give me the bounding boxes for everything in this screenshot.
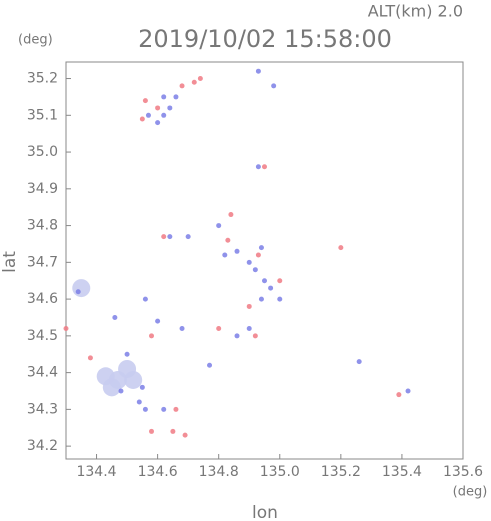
echo-point [112,314,118,320]
echo-point [167,234,173,240]
y-tick-label: 35.2 [27,71,58,87]
echo-point [155,120,161,126]
echo-point [255,252,261,258]
echo-point [145,112,151,118]
echo-point [356,359,362,365]
altitude-label: ALT(km) 2.0 [368,2,463,21]
echo-point [258,245,264,251]
x-unit: (deg) [453,485,488,500]
y-tick-label: 34.8 [27,218,58,234]
y-tick-label: 34.6 [27,291,58,307]
echo-point [222,252,228,258]
echo-point [118,388,124,394]
y-tick-label: 35.1 [27,107,58,123]
echo-point [149,333,155,339]
y-tick-label: 34.5 [27,328,58,344]
echo-point [396,392,402,398]
echo-point [179,83,185,89]
echo-point [149,428,155,434]
echo-point [142,406,148,412]
echo-point [182,432,188,438]
echo-point [252,267,258,273]
echo-point [255,68,261,74]
echo-point [246,303,252,309]
x-tick-label: 135.6 [443,464,483,480]
x-axis-label: lon [252,503,278,521]
y-tick-label: 34.9 [27,181,58,197]
echo-point [405,388,411,394]
echo-point [72,279,91,298]
echo-point [338,245,344,251]
y-axis-label: lat [0,251,20,273]
echo-point [216,223,222,229]
echo-point [228,212,234,218]
echo-point [252,333,258,339]
echo-point [142,98,148,104]
echo-point [191,79,197,85]
y-tick-label: 34.4 [27,365,58,381]
echo-point [142,296,148,302]
echo-point [155,105,161,111]
echo-point [277,278,283,284]
echo-point [161,406,167,412]
echo-point [118,359,137,378]
echo-point [161,234,167,240]
echo-point [277,296,283,302]
echo-point [255,164,261,170]
echo-point [170,428,176,434]
echo-point [185,234,191,240]
echo-point [161,94,167,100]
echo-point [216,326,222,332]
x-tick-label: 134.4 [76,464,116,480]
echo-point [234,333,240,339]
y-unit: (deg) [18,33,53,48]
echo-point [75,289,81,295]
echo-point [161,112,167,118]
echo-point [268,285,274,291]
echo-point [167,105,173,111]
echo-point [139,116,145,122]
echo-point [234,248,240,254]
chart-title: 2019/10/02 15:58:00 [138,25,392,53]
echo-point [173,406,179,412]
echo-point [246,326,252,332]
x-tick-label: 135.2 [321,464,361,480]
y-tick-label: 34.2 [27,438,58,454]
x-tick-label: 134.8 [199,464,239,480]
echo-point [63,326,69,332]
x-tick-label: 135.0 [260,464,300,480]
echo-point [155,318,161,324]
echo-point [173,94,179,100]
echo-point [262,164,267,170]
echo-point [102,378,121,397]
echo-point [139,384,145,390]
echo-point [197,76,203,82]
x-tick-label: 135.4 [382,464,422,480]
echo-point [179,326,185,332]
echo-point [258,296,264,302]
plot-frame [65,61,464,460]
y-tick-label: 34.7 [27,254,58,270]
x-tick-label: 134.6 [138,464,178,480]
echo-point [124,351,130,357]
echo-point [136,399,142,405]
echo-point [87,355,93,361]
echo-point [271,83,277,89]
echo-point [207,362,213,368]
echo-point [262,278,267,284]
y-tick-label: 34.3 [27,401,58,417]
echo-point [225,237,231,243]
echo-point [246,259,252,265]
y-tick-label: 35.0 [27,144,58,160]
